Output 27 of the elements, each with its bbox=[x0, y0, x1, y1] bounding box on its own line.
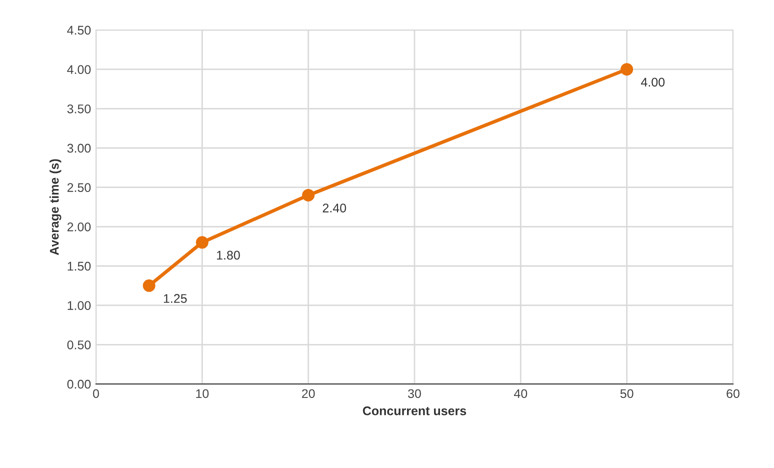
x-tick-label: 10 bbox=[196, 389, 209, 398]
y-tick-label: 4.50 bbox=[67, 26, 91, 35]
point bbox=[620, 63, 634, 76]
y-tick-label: 0.50 bbox=[67, 340, 91, 350]
data-label: 4.00 bbox=[641, 78, 665, 87]
y-tick-label: 3.00 bbox=[67, 144, 91, 153]
x-tick-label: 20 bbox=[302, 389, 315, 398]
x-tick-label: 0 bbox=[93, 389, 99, 398]
x-tick-label: 30 bbox=[408, 389, 421, 398]
x-tick-label: 50 bbox=[620, 389, 634, 398]
y-tick-label: 1.00 bbox=[68, 301, 91, 310]
point bbox=[142, 279, 156, 292]
data-label: 1.25 bbox=[164, 294, 187, 303]
y-tick-label: 2.00 bbox=[67, 222, 91, 232]
x-tick-label: 40 bbox=[514, 389, 528, 398]
point bbox=[196, 236, 208, 249]
data-label: 2.40 bbox=[322, 204, 346, 212]
point bbox=[302, 188, 315, 202]
x-tick-label: 60 bbox=[726, 389, 740, 398]
y-tick-label: 1.50 bbox=[68, 262, 91, 271]
y-tick-label: 3.50 bbox=[67, 104, 91, 114]
y-tick-label: 2.50 bbox=[67, 183, 91, 192]
y-axis-title: Average time (s) bbox=[50, 159, 62, 256]
y-tick-label: 0.00 bbox=[67, 380, 91, 389]
data-label: 1.80 bbox=[217, 250, 240, 260]
y-tick-label: 4.00 bbox=[67, 65, 91, 74]
x-axis-title: Concurrent users bbox=[362, 406, 466, 416]
